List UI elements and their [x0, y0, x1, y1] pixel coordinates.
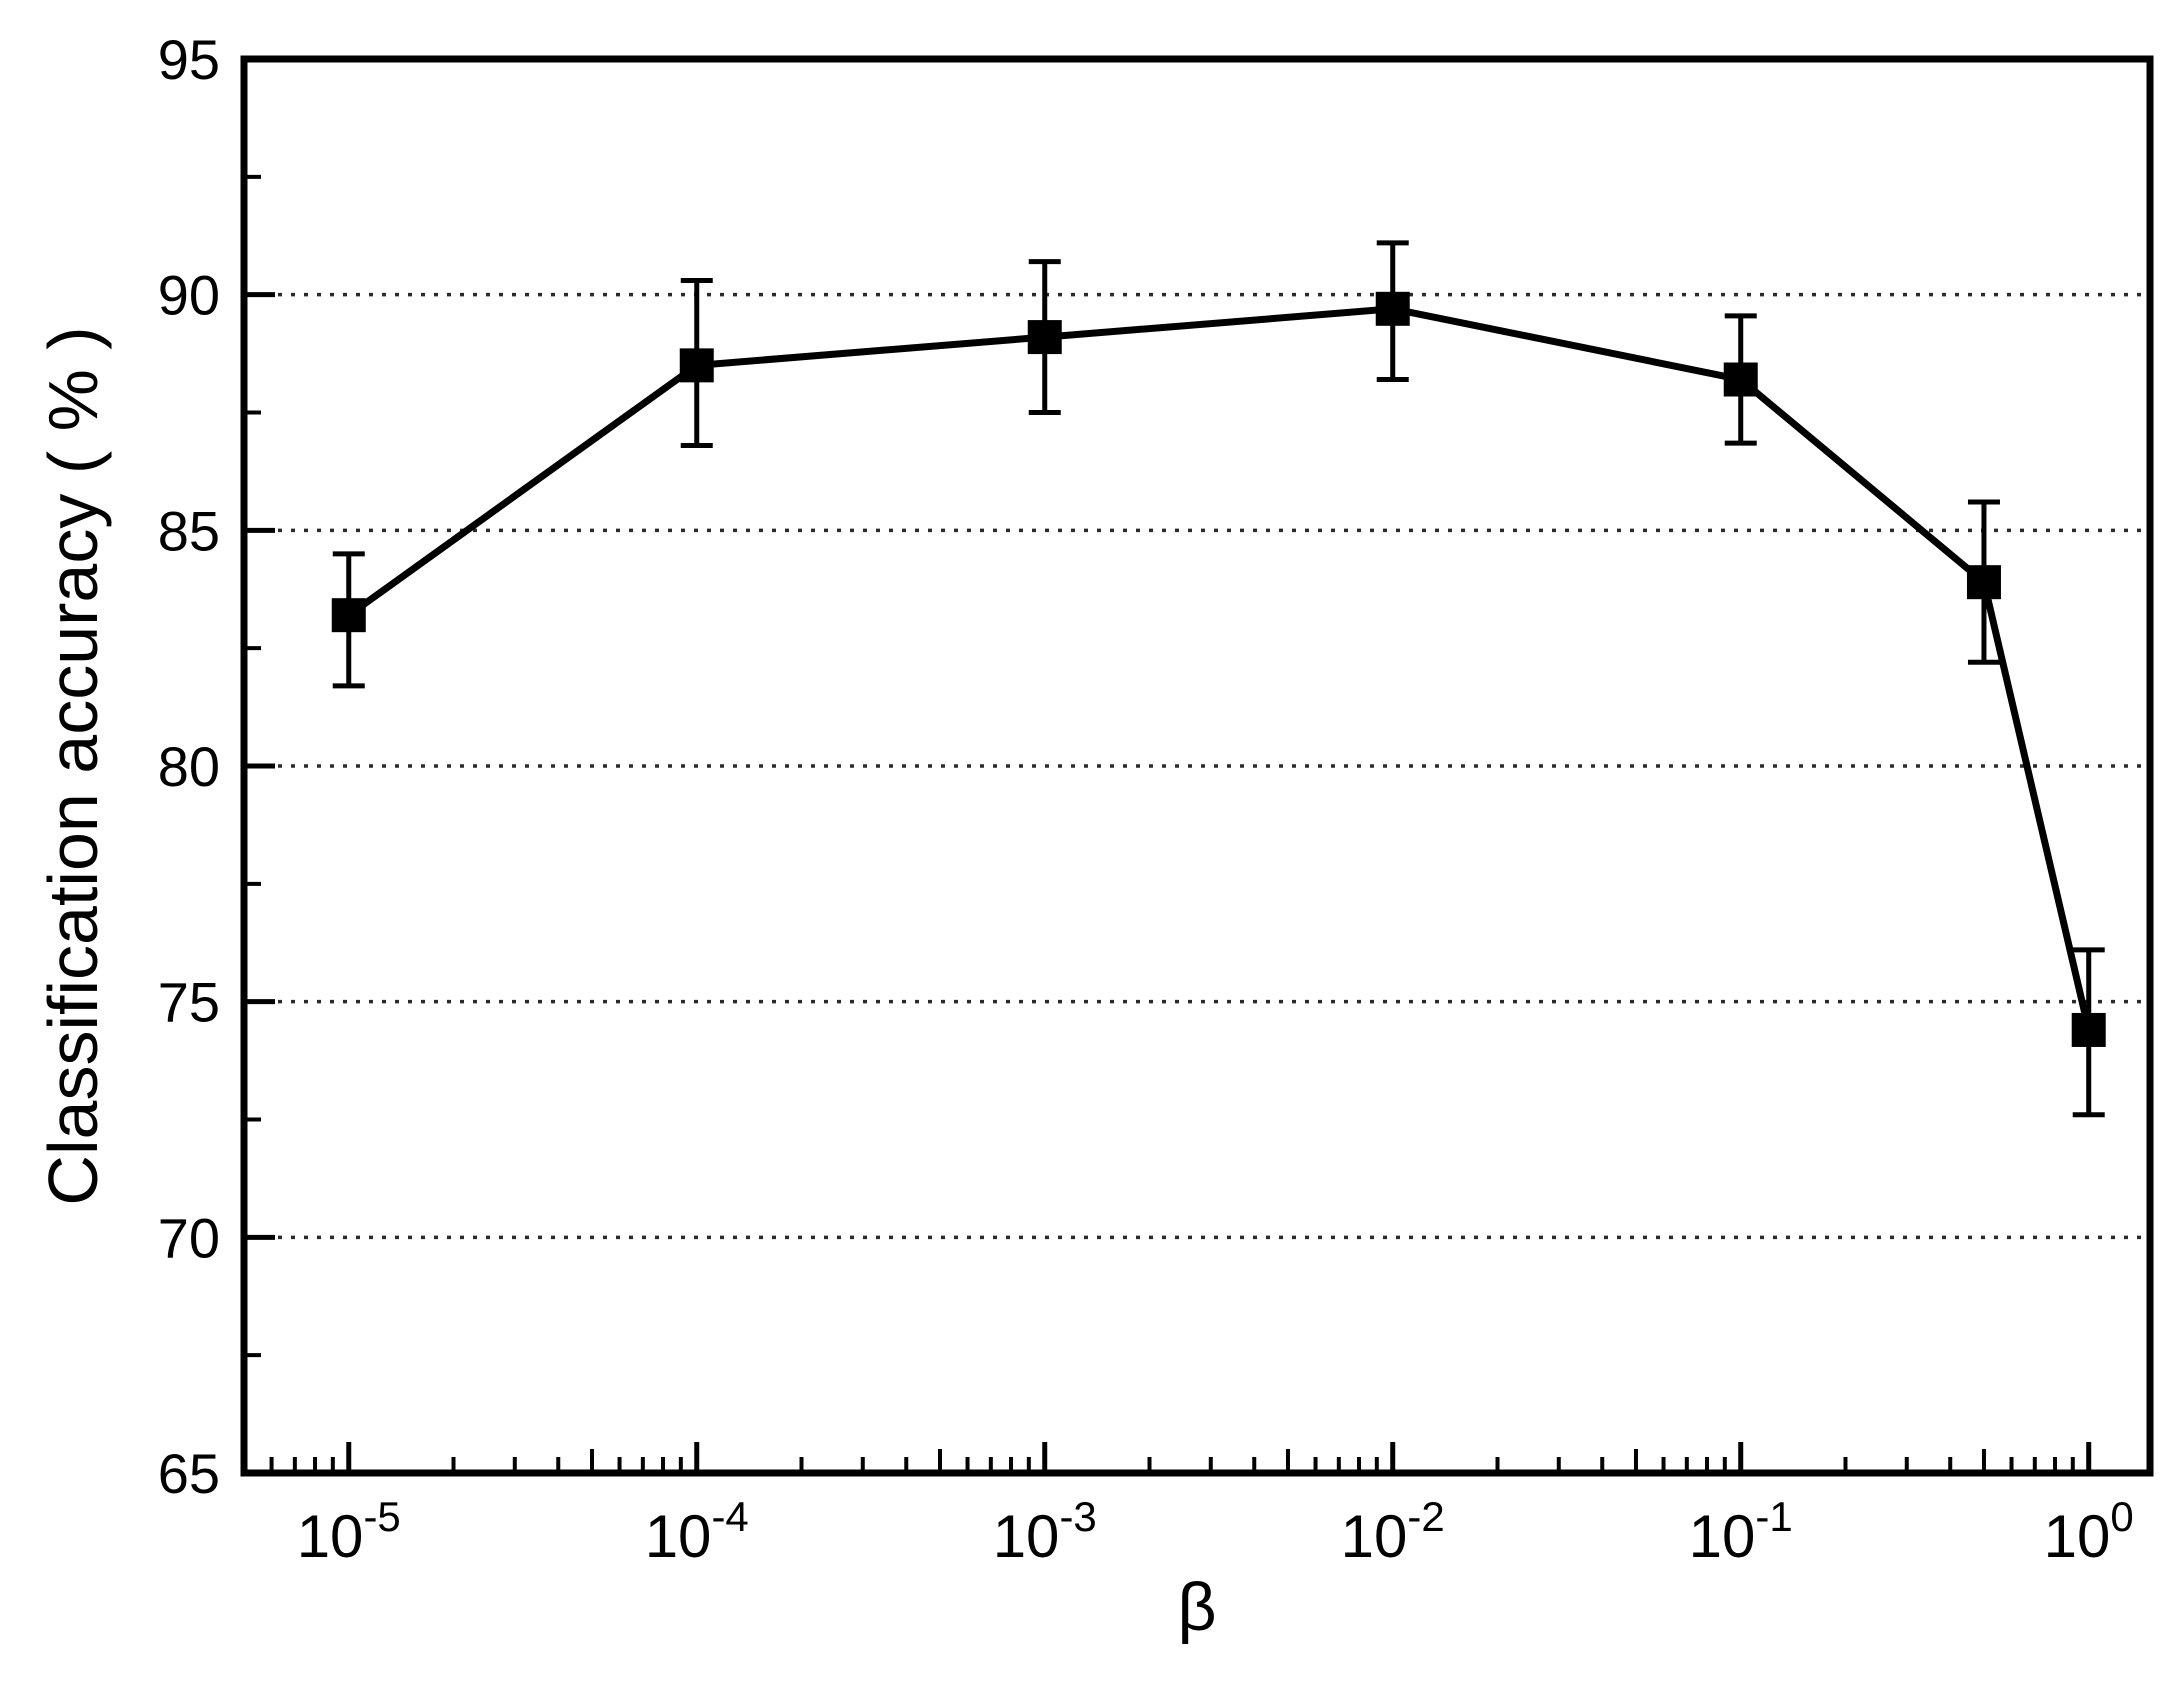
x-axis-title: β [1177, 1569, 1216, 1645]
data-point-marker [2071, 1012, 2106, 1047]
data-point-marker [331, 598, 366, 633]
y-tick-label: 90 [158, 264, 220, 327]
x-tick-label: 10-4 [645, 1493, 749, 1570]
series-layer [331, 240, 2106, 1118]
data-point-marker [679, 348, 714, 383]
y-tick-label: 95 [158, 28, 220, 91]
gridlines-layer [252, 292, 2144, 1240]
x-tick-label: 10-5 [297, 1493, 401, 1570]
y-tick-label: 65 [158, 1442, 220, 1505]
data-point-marker [1027, 320, 1062, 355]
y-tick-label: 75 [158, 971, 220, 1034]
tick-labels-layer: 65 70 75 80 85 90 95 10-5 10-4 10-3 10-2 10-1 100 [158, 28, 2134, 1570]
x-tick-label: 100 [2044, 1493, 2134, 1570]
series-line [346, 305, 2093, 1031]
y-tick-label: 70 [158, 1206, 220, 1269]
data-point-marker [1375, 291, 1410, 326]
y-tick-label: 85 [158, 499, 220, 562]
x-tick-label: 10-2 [1341, 1493, 1445, 1570]
x-tick-label: 10-3 [993, 1493, 1097, 1570]
plot-frame [240, 55, 2154, 1477]
y-tick-label: 80 [158, 735, 220, 798]
data-point-marker [1723, 362, 1758, 397]
frame-layer [240, 55, 2154, 1477]
data-point-marker [1966, 565, 2001, 600]
y-axis-title: Classification accuracy ( % ) [34, 326, 112, 1205]
x-tick-label: 10-1 [1689, 1493, 1793, 1570]
